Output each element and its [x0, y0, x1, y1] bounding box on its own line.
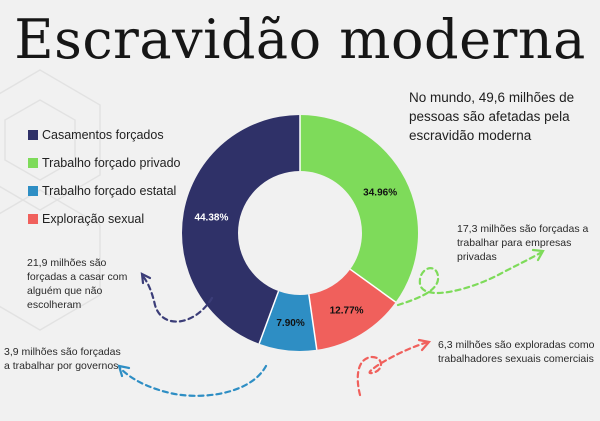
- slice-separator: [258, 290, 280, 344]
- arrow-forced-private: [396, 250, 544, 307]
- arrow-forced-state-head: [117, 364, 131, 378]
- slice-separator: [349, 268, 397, 303]
- legend-swatch-forced-marriage: [28, 130, 38, 140]
- slice-label-forced-private: 34.96%: [363, 188, 397, 199]
- slice-forced-marriage: [182, 115, 300, 344]
- slice-separator: [308, 294, 318, 350]
- slice-label-sexual-exploitation: 12.77%: [330, 306, 364, 317]
- donut-slice-labels: 34.96% 12.77% 7.90% 44.38%: [194, 188, 397, 329]
- slice-sexual-exploitation: [308, 269, 396, 350]
- legend-swatch-forced-state: [28, 186, 38, 196]
- page-title: Escravidão moderna: [14, 8, 586, 71]
- legend-label-forced-private: Trabalho forçado privado: [42, 156, 181, 170]
- legend-label-sexual-exploitation: Exploração sexual: [42, 212, 145, 226]
- annotation-sexual-exploitation: 6,3 milhões são exploradas como trabalha…: [438, 339, 595, 365]
- legend-swatch-forced-private: [28, 158, 38, 168]
- annotation-arrows: [117, 248, 545, 397]
- annotation-forced-marriage: 21,9 milhões são forçadas a casar com al…: [27, 257, 128, 311]
- legend-swatch-sexual-exploitation: [28, 214, 38, 224]
- background-hex-decoration: [0, 69, 101, 331]
- arrow-forced-marriage-head: [140, 272, 152, 285]
- slice-label-forced-state: 7.90%: [276, 318, 304, 329]
- intro-text: No mundo, 49,6 milhões de pessoas são af…: [409, 90, 575, 143]
- donut-slices: [182, 115, 418, 352]
- arrow-sexual-exploitation-head: [417, 338, 432, 352]
- slice-label-forced-marriage: 44.38%: [194, 213, 228, 224]
- arrow-forced-state: [118, 364, 268, 397]
- legend-label-forced-state: Trabalho forçado estatal: [42, 184, 177, 198]
- arrow-forced-marriage: [140, 273, 214, 323]
- annotation-forced-state: 3,9 milhões são forçadas a trabalhar por…: [4, 346, 121, 372]
- slice-forced-private: [300, 115, 418, 303]
- annotation-forced-private: 17,3 milhões são forçadas a trabalhar pa…: [457, 223, 589, 263]
- arrow-sexual-exploitation: [356, 340, 430, 397]
- legend-label-forced-marriage: Casamentos forçados: [42, 128, 164, 142]
- arrow-forced-private-head: [531, 248, 545, 262]
